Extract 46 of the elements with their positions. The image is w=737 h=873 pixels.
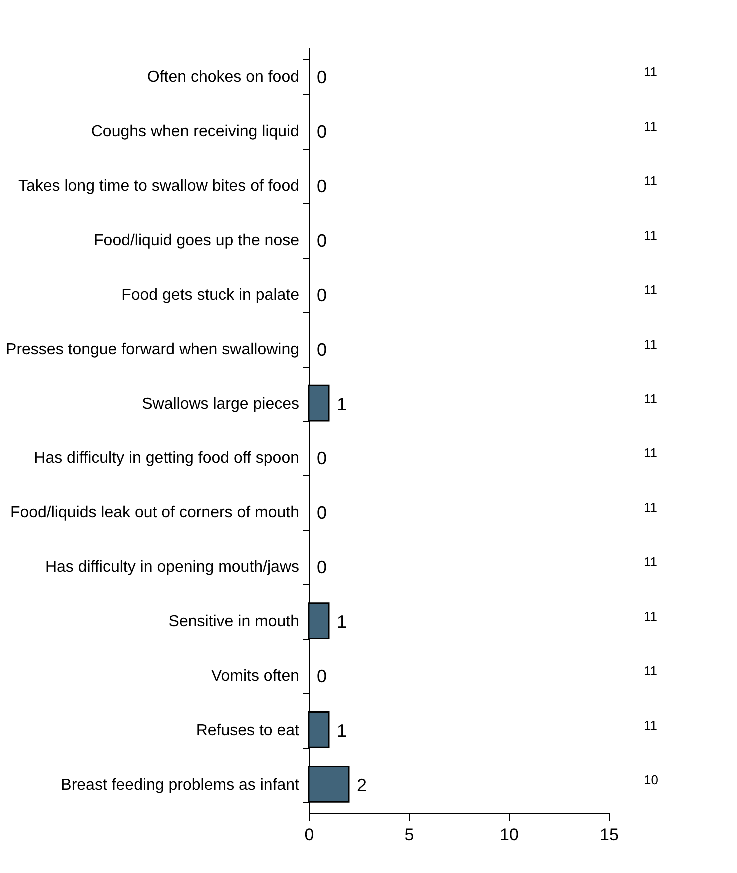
data-label: 0 [317,503,328,524]
data-label: 0 [317,68,328,88]
y-tick-label: Refuses to eat [196,722,300,740]
text: 11 [644,554,658,570]
x-tick-label: 0 [304,826,314,844]
text: 11 [644,500,658,516]
y-tick-label: Sensitive in mouth [168,614,300,631]
y-tick-label: Food/liquids leak out of corners of mouth [10,504,300,522]
text: 11 [644,446,658,461]
text: 11 [644,336,658,352]
y-tick-label: Food/liquid goes up the nose [94,232,300,250]
text: 11 [644,173,658,188]
text: 11 [644,664,658,679]
text: 11 [644,119,658,134]
y-tick-label: Presses tongue forward when swallowing [6,341,300,358]
y-tick-label: Takes long time to swallow bites of food [18,178,300,195]
data-label: 0 [317,558,328,578]
y-tick-label: Food gets stuck in palate [122,286,300,304]
y-tick-label: Has difficulty in getting food off spoon [34,450,300,468]
data-label: 0 [317,340,328,360]
text: 11 [644,609,658,624]
data-label: 0 [317,122,328,142]
data-label: 0 [317,176,328,196]
data-label: 0 [317,448,328,469]
y-tick-label: Coughs when receiving liquid [91,124,300,141]
text: 11 [644,718,658,733]
text: 11 [644,64,658,80]
text: 11 [644,391,658,406]
text: 11 [644,228,658,243]
data-label: 0 [317,666,328,687]
x-tick-label: 15 [600,826,619,844]
x-tick-label: 10 [500,826,519,844]
y-tick-label: Breast feeding problems as infant [61,776,300,794]
x-tick-label: 5 [404,826,414,844]
data-label: 1 [337,720,348,741]
data-label: 0 [317,230,328,251]
y-tick-label: Has difficulty in opening mouth/jaws [45,559,300,576]
data-label: 0 [317,285,328,306]
y-tick-label: Swallows large pieces [142,396,300,413]
text: 11 [644,282,658,298]
y-tick-label: Often chokes on food [147,69,300,86]
data-label: 2 [357,775,368,796]
y-tick-label: Vomits often [211,668,300,686]
data-label: 1 [337,612,348,632]
data-label: 1 [337,394,348,414]
text: 10 [644,772,658,788]
